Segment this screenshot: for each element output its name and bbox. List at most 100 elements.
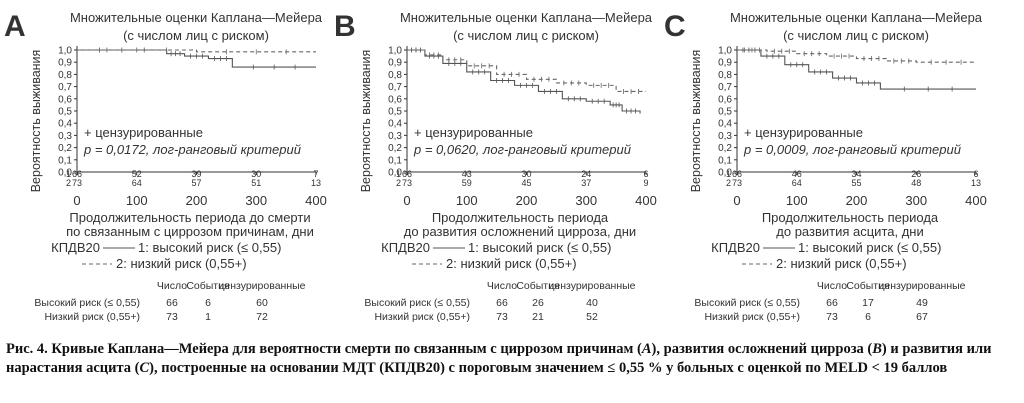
chart-subtitle: (с числом лиц с риском) [783,28,929,43]
caption-letter-c: C [139,360,150,376]
annotation-censored: + цензурированные [744,125,863,140]
y-tick-label: 1,0 [718,46,732,57]
survival-curve-1 [407,49,641,114]
y-tick-label: 0,6 [58,94,72,105]
kaplan-meier-chart: A Множительные оценки Каплана—Мейера (с чи… [4,10,327,323]
table-cell: 66 [166,297,178,309]
table-cell: 73 [496,311,508,323]
table-row-label: Низкий риск (0,55+) [374,311,470,323]
risk-row-id: 1 [66,169,71,179]
x-tick-label: 300 [905,193,927,208]
table-cell: 6 [205,297,211,309]
table-cell: 52 [586,311,598,323]
risk-count: 59 [462,178,472,188]
table-header: цензурированные [218,280,305,292]
risk-count: 64 [132,178,142,188]
panel-letter: B [334,10,356,43]
chart-title: Множительные оценки Каплана—Мейера [730,10,983,25]
table-cell: 40 [586,297,598,309]
table-header: Число [487,280,517,292]
legend-item-2: 2: низкий риск (0,55+) [446,256,577,271]
table-cell: 67 [916,311,928,323]
risk-count: 73 [402,178,412,188]
table-cell: 49 [916,297,928,309]
y-tick-label: 0,2 [388,143,402,154]
y-tick-label: 0,4 [718,119,732,130]
y-tick-label: 0,0 [58,168,72,179]
risk-count: 64 [792,178,802,188]
annotation-censored: + цензурированные [414,125,533,140]
panel-letter: A [4,10,26,43]
y-tick-label: 0,1 [58,155,72,166]
risk-row-id: 1 [396,169,401,179]
figure-caption: Рис. 4. Кривые Каплана—Мейера для вероят… [6,340,1016,378]
x-tick-label: 300 [245,193,267,208]
annotation-p-value: p = 0,0009, лог-ранговый критерий [743,142,961,157]
table-cell: 17 [862,297,874,309]
x-tick-label: 400 [305,193,327,208]
table-cell: 73 [166,311,178,323]
x-axis-label: Продолжительность периода [432,210,609,225]
y-tick-label: 0,9 [718,58,732,69]
chart-title: Множительные оценки Каплана—Мейера [70,10,323,25]
risk-count: 73 [732,178,742,188]
y-tick-label: 0,0 [718,168,732,179]
caption-letter-a: A [641,341,652,357]
x-tick-label: 100 [126,193,148,208]
table-cell: 66 [826,297,838,309]
y-tick-label: 0,5 [718,107,732,118]
y-tick-label: 0,7 [388,82,402,93]
table-header: События [186,280,229,292]
y-tick-label: 0,2 [58,143,72,154]
survival-curve-2 [77,49,316,53]
legend-prefix: КПДВ20 [51,240,100,255]
y-tick-label: 0,6 [718,94,732,105]
table-cell: 21 [532,311,544,323]
y-tick-label: 0,3 [718,131,732,142]
legend-prefix: КПДВ20 [711,240,760,255]
annotation-p-value: p = 0,0620, лог-ранговый критерий [413,142,631,157]
x-tick-label: 0 [73,193,80,208]
risk-count: 51 [251,178,261,188]
table-header: Число [157,280,187,292]
table-cell: 66 [496,297,508,309]
table-row-label: Высокий риск (≤ 0,55) [34,297,140,309]
table-cell: 26 [532,297,544,309]
legend-item-1: 1: высокий риск (≤ 0,55) [798,240,941,255]
y-tick-label: 0,8 [58,70,72,81]
y-tick-label: 1,0 [388,46,402,57]
caption-part2: ), развития осложнений цирроза ( [651,341,873,357]
risk-count: 48 [911,178,921,188]
risk-count: 13 [311,178,321,188]
table-header: цензурированные [548,280,635,292]
table-cell: 6 [865,311,871,323]
x-axis-label: Продолжительность периода до смерти [69,210,310,225]
y-tick-label: 0,2 [718,143,732,154]
y-tick-label: 0,1 [718,155,732,166]
legend-item-1: 1: высокий риск (≤ 0,55) [468,240,611,255]
y-tick-label: 0,5 [388,107,402,118]
x-tick-label: 200 [516,193,538,208]
x-tick-label: 100 [786,193,808,208]
table-cell: 72 [256,311,268,323]
risk-count: 73 [72,178,82,188]
panel-c: C Множительные оценки Каплана—Мейера (с чи… [660,0,990,330]
x-tick-label: 0 [403,193,410,208]
x-axis-label: до развития осложнений цирроза, дни [404,224,636,239]
y-tick-label: 0,0 [388,168,402,179]
table-row-label: Высокий риск (≤ 0,55) [694,297,800,309]
caption-part4: ), построенные на основании МДТ (КПДВ20)… [149,360,948,376]
x-tick-label: 0 [733,193,740,208]
table-header: События [516,280,559,292]
risk-row-id: 1 [726,169,731,179]
survival-curve-2 [737,49,976,63]
legend-item-1: 1: высокий риск (≤ 0,55) [138,240,281,255]
risk-row-id: 2 [66,178,71,188]
x-tick-label: 400 [965,193,987,208]
y-tick-label: 0,8 [718,70,732,81]
caption-letter-b: B [872,341,882,357]
annotation-censored: + цензурированные [84,125,203,140]
risk-count: 37 [581,178,591,188]
x-tick-label: 200 [846,193,868,208]
y-tick-label: 0,1 [388,155,402,166]
